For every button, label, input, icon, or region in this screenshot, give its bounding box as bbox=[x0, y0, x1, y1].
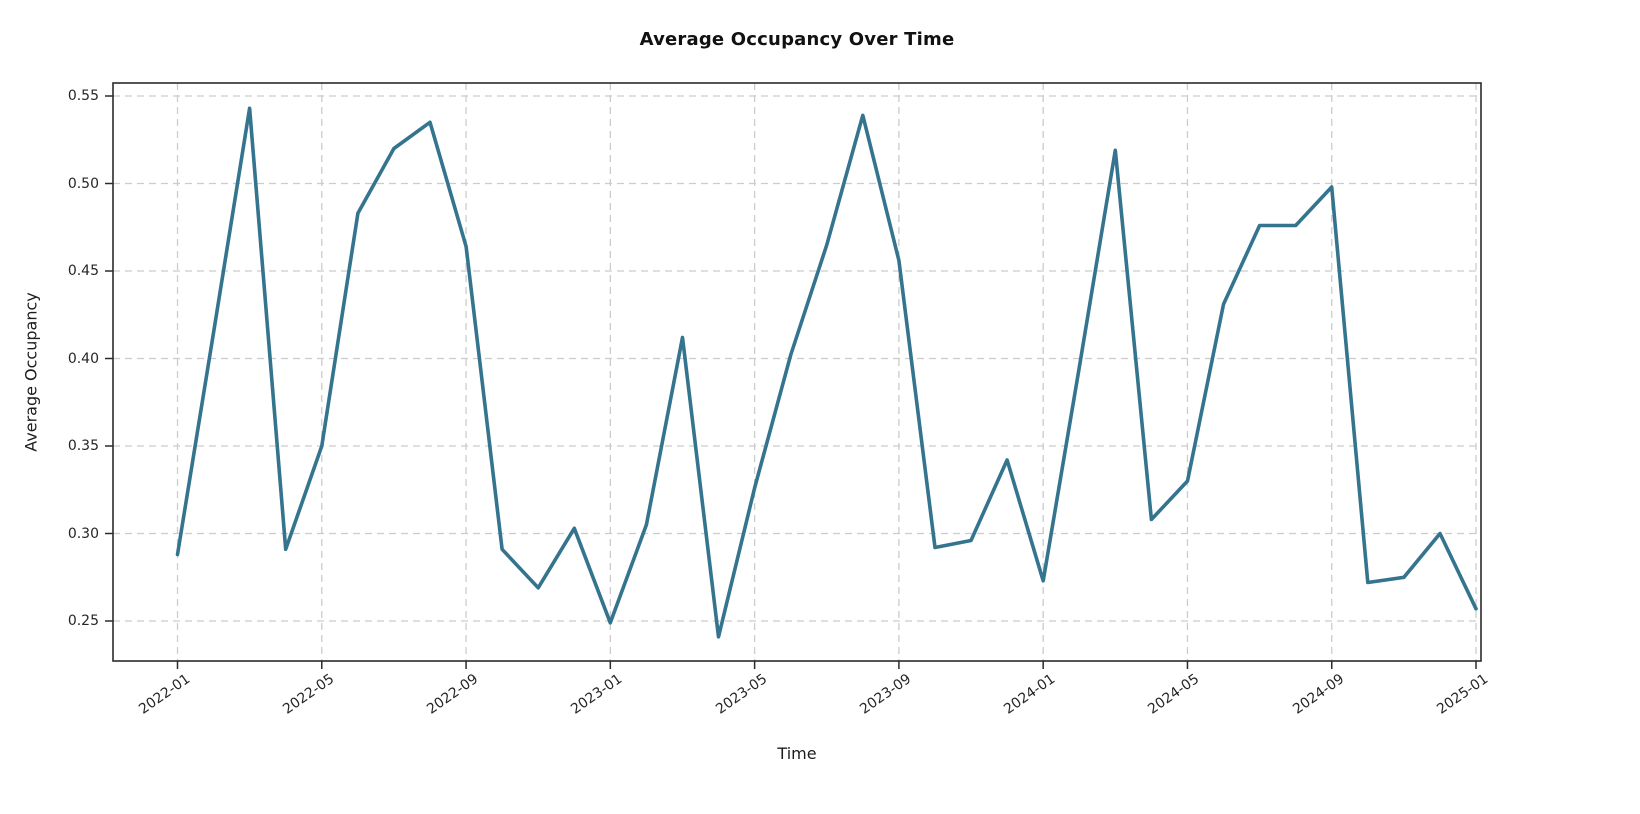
y-axis-label: Average Occupancy bbox=[21, 292, 41, 452]
y-tick-label: 0.25 bbox=[67, 613, 99, 629]
y-tick-label: 0.55 bbox=[67, 88, 99, 104]
chart-title: Average Occupancy Over Time bbox=[639, 29, 955, 50]
y-tick-label: 0.35 bbox=[67, 438, 99, 454]
x-axis-label: Time bbox=[777, 744, 817, 763]
y-tick-label: 0.45 bbox=[67, 263, 99, 279]
plot-border bbox=[112, 82, 1482, 662]
y-tick-label: 0.40 bbox=[67, 350, 99, 367]
occupancy-series-line bbox=[175, 106, 1478, 639]
y-tick-label: 0.50 bbox=[67, 175, 99, 192]
y-tick-label: 0.30 bbox=[67, 525, 99, 542]
